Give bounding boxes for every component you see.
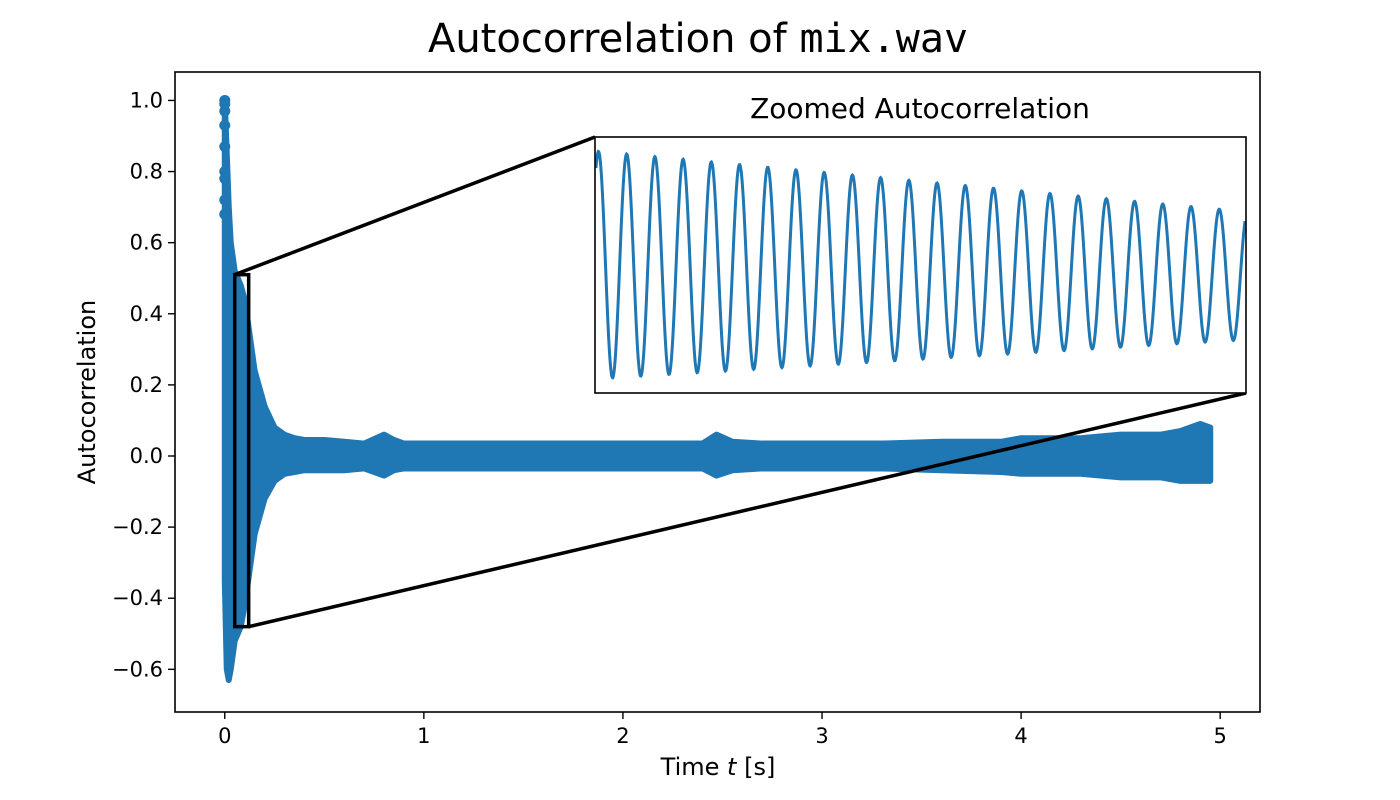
x-tick-label: 2 (616, 724, 629, 748)
x-axis-ticks: 0 1 2 3 4 5 (218, 712, 1227, 748)
y-axis-ticks: −0.6 −0.4 −0.2 0.0 0.2 0.4 0.6 0.8 1.0 (112, 88, 175, 681)
series-envelope (221, 97, 1214, 683)
series-point (219, 141, 231, 153)
x-axis-label-suffix: [s] (736, 753, 775, 781)
zoom-layer (232, 135, 1247, 629)
axes-frame (174, 71, 1261, 713)
series-point (219, 105, 231, 117)
x-tick-label: 5 (1213, 724, 1226, 748)
zoom-connector-bottom (248, 391, 1247, 629)
y-axis-label: Autocorrelation (73, 300, 101, 485)
y-tick-label: −0.6 (112, 657, 163, 681)
x-tick-label: 3 (815, 724, 828, 748)
x-tick-label: 1 (417, 724, 430, 748)
inset-series-line (594, 149, 1247, 380)
series-layer (219, 94, 1214, 683)
zoom-region-box (232, 272, 251, 629)
chart-title-filename: mix.wav (799, 16, 968, 62)
y-tick-label: −0.2 (112, 515, 163, 539)
inset-axes: Zoomed Autocorrelation (594, 92, 1247, 394)
inset-frame (594, 136, 1247, 394)
y-tick-label: 0.0 (130, 444, 163, 468)
plot-area (174, 71, 1261, 713)
y-tick-label: 1.0 (130, 88, 163, 112)
x-axis-label: Time t [s] (660, 753, 776, 781)
series-point (219, 119, 231, 131)
y-tick-label: 0.8 (130, 160, 163, 184)
y-tick-label: 0.6 (130, 231, 163, 255)
x-tick-label: 4 (1014, 724, 1027, 748)
x-axis-label-prefix: Time (660, 753, 727, 781)
y-tick-label: −0.4 (112, 586, 163, 610)
chart-title: Autocorrelation of mix.wav (428, 16, 968, 62)
series-point (219, 173, 231, 185)
y-tick-label: 0.4 (130, 302, 163, 326)
y-tick-label: 0.2 (130, 373, 163, 397)
x-axis-label-variable: t (727, 753, 738, 781)
zoom-connector-top (234, 135, 596, 277)
x-tick-label: 0 (218, 724, 231, 748)
inset-title: Zoomed Autocorrelation (750, 92, 1090, 125)
series-point (219, 194, 231, 206)
series-point (219, 208, 231, 220)
chart-title-prefix: Autocorrelation of (428, 16, 799, 62)
